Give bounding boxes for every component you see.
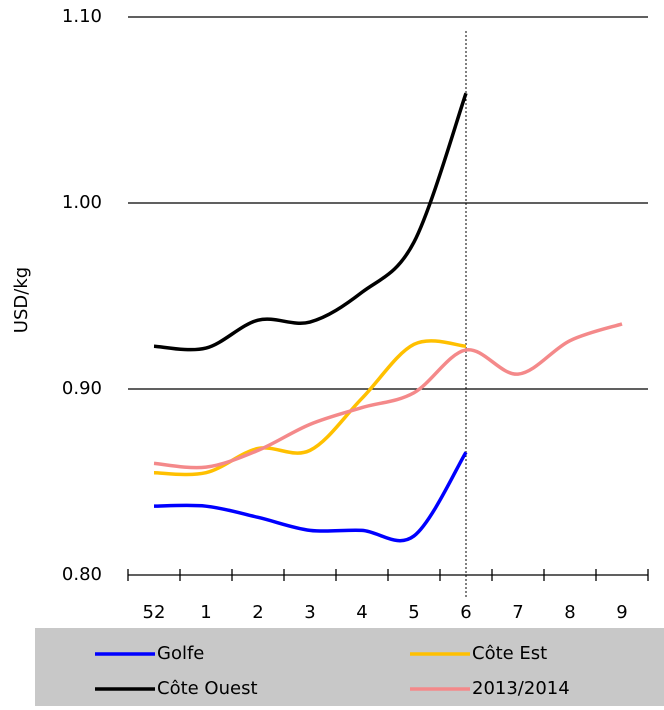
y-tick-label: 0.90 [62, 378, 102, 399]
y-tick-label: 0.80 [62, 564, 102, 585]
x-tick-label: 8 [564, 602, 575, 623]
x-tick-label: 5 [408, 602, 419, 623]
x-tick-label: 4 [356, 602, 367, 623]
x-tick-label: 2 [252, 602, 263, 623]
legend-label: Côte Est [472, 643, 547, 664]
legend-label: Golfe [157, 643, 204, 664]
x-tick-label: 6 [460, 602, 471, 623]
series-line [153, 451, 468, 543]
y-tick-label: 1.10 [62, 6, 102, 27]
x-tick-label: 9 [616, 602, 627, 623]
x-tick-label: 1 [200, 602, 211, 623]
x-tick-label: 3 [304, 602, 315, 623]
x-tick-label: 52 [143, 602, 166, 623]
legend-label: 2013/2014 [472, 678, 570, 699]
legend-box [35, 628, 664, 706]
x-tick-label: 7 [512, 602, 523, 623]
series-line [153, 92, 468, 352]
y-tick-label: 1.00 [62, 192, 102, 213]
series-line [153, 322, 623, 470]
series-line [153, 339, 467, 477]
y-axis-label: USD/kg [11, 267, 32, 333]
legend-label: Côte Ouest [157, 678, 258, 699]
